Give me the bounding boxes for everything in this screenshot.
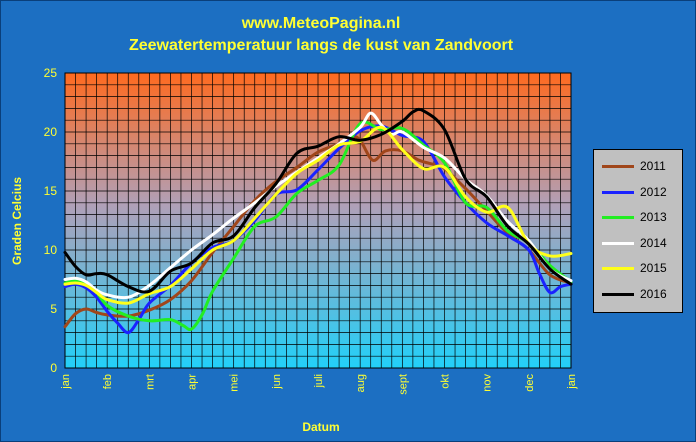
chart-site-title: www.MeteoPagina.nl [241,15,401,32]
legend-item-2014: 2014 [594,233,684,253]
x-tick-label: juli [313,374,325,388]
x-tick-label: feb [102,374,114,389]
legend-label: 2011 [640,159,666,173]
y-axis-label: Graden Celcius [10,177,24,265]
legend-item-2013: 2013 [594,207,684,227]
x-tick-label: apr [187,374,199,390]
legend-label: 2013 [640,210,667,224]
y-tick-label: 25 [44,66,58,80]
series-line-2012 [63,124,573,335]
legend-label: 2014 [640,235,667,250]
legend-swatch [602,190,634,194]
legend-swatch [602,267,634,270]
x-axis-label: Datum [302,420,339,434]
legend-label: 2015 [640,261,667,275]
series-line-2016 [63,107,573,294]
y-tick-label: 0 [50,361,57,375]
y-tick-label: 20 [44,125,58,139]
legend-item-2016: 2016 [594,284,684,304]
series-line-2015 [63,125,573,305]
x-tick-label: mei [229,374,241,392]
legend-label: 2016 [640,286,667,301]
legend-swatch [602,241,634,245]
series-lines [63,107,573,335]
legend-label: 2012 [640,184,667,199]
legend-item-2011: 2011 [594,156,684,176]
x-tick-label: nov [482,374,494,392]
y-axis: 0 5 10 15 20 25 [44,66,58,375]
x-tick-label: aug [355,374,367,392]
legend-swatch [602,292,634,296]
x-tick-label: jan [60,374,72,390]
y-tick-label: 10 [44,243,58,257]
x-tick-label: jan [566,374,578,390]
legend-swatch [602,216,634,219]
x-tick-label: dec [524,374,536,392]
legend: 2011 2012 2013 2014 2015 2016 [593,149,683,313]
x-tick-label: mrt [144,374,156,390]
series-line-2014 [63,111,573,300]
chart-title: Zeewatertemperatuur langs de kust van Za… [128,37,514,54]
x-tick-label: sept [397,374,409,395]
x-tick-label: jun [271,374,283,390]
x-tick-label: okt [440,374,452,389]
series-line-2013 [63,120,573,331]
legend-item-2012: 2012 [594,182,684,202]
legend-item-2015: 2015 [594,258,684,278]
y-tick-label: 15 [44,184,58,198]
legend-swatch [602,165,634,168]
x-axis: jan feb mrt apr mei jun juli aug sept okt nov dec ja… [60,374,578,395]
y-tick-label: 5 [50,302,57,316]
